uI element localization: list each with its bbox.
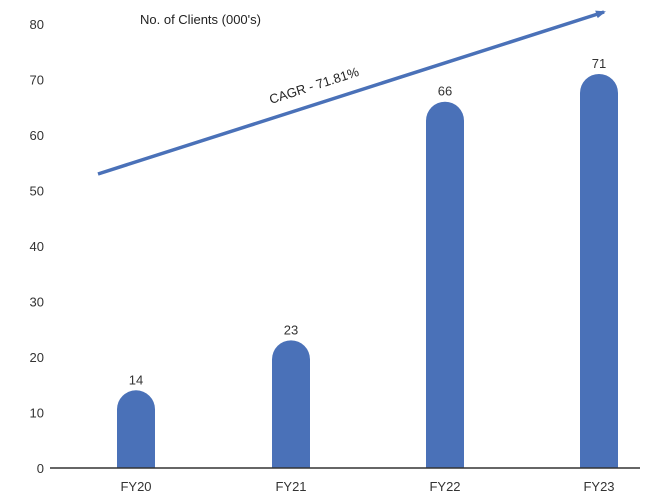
bar-fy20 xyxy=(117,390,155,468)
y-axis-ticks: 0 10 20 30 40 50 60 70 80 xyxy=(30,17,44,476)
y-tick-label: 50 xyxy=(30,184,44,199)
cagr-annotation: CAGR - 71.81% xyxy=(267,64,361,107)
y-tick-label: 20 xyxy=(30,350,44,365)
x-tick-label-fy20: FY20 xyxy=(120,479,151,494)
y-tick-label: 70 xyxy=(30,73,44,88)
data-label-fy20: 14 xyxy=(129,372,143,387)
cagr-arrow xyxy=(97,10,606,176)
bar-fy21 xyxy=(272,340,310,468)
bar-fy23 xyxy=(580,73,618,468)
y-tick-label: 0 xyxy=(37,461,44,476)
y-tick-label: 60 xyxy=(30,128,44,143)
x-tick-label-fy22: FY22 xyxy=(429,479,460,494)
data-label-fy22: 66 xyxy=(438,84,452,99)
data-labels-group: 14 23 66 71 xyxy=(129,56,606,387)
data-label-fy23: 71 xyxy=(592,56,606,71)
x-tick-label-fy23: FY23 xyxy=(583,479,614,494)
x-axis-labels: FY20 FY21 FY22 FY23 xyxy=(120,479,614,494)
bars-group xyxy=(117,73,618,468)
data-label-fy21: 23 xyxy=(284,322,298,337)
x-tick-label-fy21: FY21 xyxy=(275,479,306,494)
y-tick-label: 40 xyxy=(30,239,44,254)
bar-fy22 xyxy=(426,101,464,468)
chart-title: No. of Clients (000's) xyxy=(140,12,261,27)
y-tick-label: 10 xyxy=(30,406,44,421)
y-tick-label: 30 xyxy=(30,295,44,310)
y-tick-label: 80 xyxy=(30,17,44,32)
